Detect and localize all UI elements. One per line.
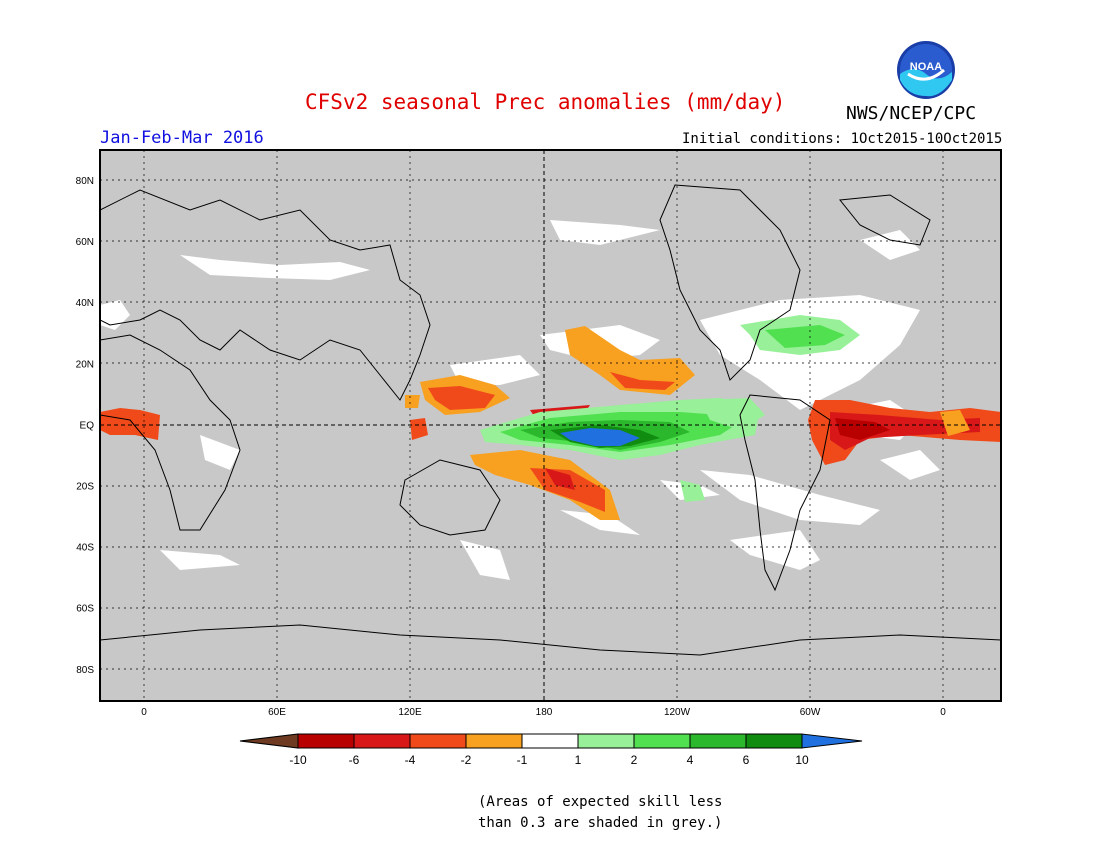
legend-swatch xyxy=(409,733,467,749)
legend-label: 1 xyxy=(575,753,582,767)
latitude-label: 80N xyxy=(76,176,94,187)
longitude-label: 60W xyxy=(800,707,821,718)
forecast-period: Jan-Feb-Mar 2016 xyxy=(100,128,264,148)
longitude-label: 120E xyxy=(398,707,422,718)
legend-swatch xyxy=(633,733,691,749)
legend-swatch xyxy=(297,733,355,749)
color-legend: -10 -6 -4 -2 -1 1 2 4 6 10 xyxy=(239,733,863,767)
legend-label: -10 xyxy=(289,753,307,767)
legend-swatch xyxy=(745,733,803,749)
logo-text: NOAA xyxy=(910,61,942,73)
latitude-label: 80S xyxy=(76,665,94,676)
precipitation-anomaly-map: 80N 60N 40N 20N EQ 20S 40S 60S 80S 0 60E 120E 180 12… xyxy=(76,149,1002,718)
legend-swatch xyxy=(465,733,523,749)
latitude-label: EQ xyxy=(80,420,95,431)
footnote-line-2: than 0.3 are shaded in grey.) xyxy=(478,815,723,831)
skill-footnote: (Areas of expected skill less than 0.3 a… xyxy=(478,792,722,834)
latitude-label: 20N xyxy=(76,359,94,370)
latitude-label: 20S xyxy=(76,482,94,493)
latitude-label: 60S xyxy=(76,604,94,615)
legend-swatch xyxy=(521,733,579,749)
latitude-labels: 80N 60N 40N 20N EQ 20S 40S 60S 80S xyxy=(76,176,95,676)
legend-label: -6 xyxy=(349,753,360,767)
legend-label: -4 xyxy=(405,753,416,767)
map-frame xyxy=(99,149,1002,702)
latitude-label: 40S xyxy=(76,543,94,554)
legend-swatch xyxy=(689,733,747,749)
positive-anomaly-areas xyxy=(480,315,860,502)
map-title: CFSv2 seasonal Prec anomalies (mm/day) xyxy=(305,90,786,114)
noaa-logo: NOAA xyxy=(897,41,955,99)
legend-label: 4 xyxy=(687,753,694,767)
legend-label: 2 xyxy=(631,753,638,767)
longitude-label: 120W xyxy=(664,707,691,718)
longitude-label: 60E xyxy=(268,707,286,718)
longitude-label: 180 xyxy=(536,707,553,718)
legend-swatch xyxy=(353,733,411,749)
legend-label: -1 xyxy=(517,753,528,767)
legend-label: 10 xyxy=(795,753,809,767)
longitude-label: 0 xyxy=(141,707,147,718)
organization-label: NWS/NCEP/CPC xyxy=(846,103,977,124)
legend-arrow-low xyxy=(239,733,299,749)
legend-arrow-high xyxy=(801,733,863,749)
initial-conditions: Initial conditions: 1Oct2015-10Oct2015 xyxy=(682,131,1003,147)
legend-swatch xyxy=(577,733,635,749)
footnote-line-1: (Areas of expected skill less xyxy=(478,794,723,810)
legend-label: 6 xyxy=(743,753,750,767)
latitude-label: 40N xyxy=(76,298,94,309)
graticule xyxy=(100,150,1001,701)
longitude-label: 0 xyxy=(940,707,946,718)
longitude-labels: 0 60E 120E 180 120W 60W 0 xyxy=(141,707,946,718)
legend-label: -2 xyxy=(461,753,472,767)
latitude-label: 60N xyxy=(76,237,94,248)
